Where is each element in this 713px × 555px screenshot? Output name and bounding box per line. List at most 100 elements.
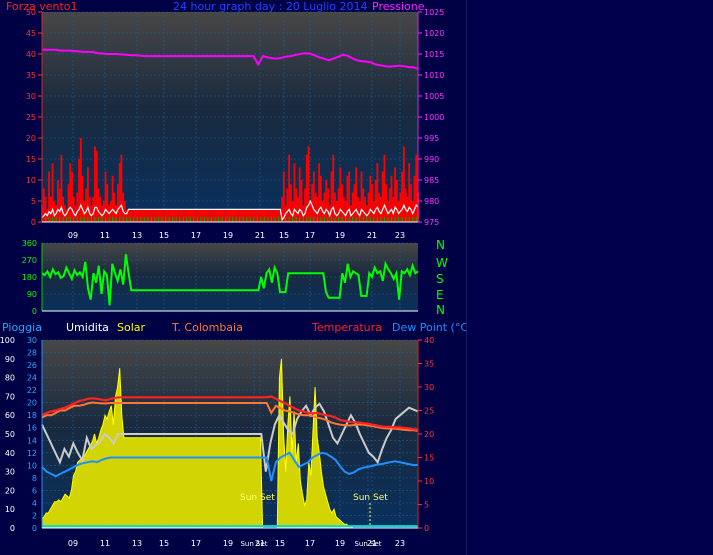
humidity-tick-label: 100	[0, 336, 15, 345]
humidity-tick-label: 60	[5, 411, 15, 420]
top-right-tick-label: 980	[424, 197, 439, 206]
top-x-tick-label: 19	[223, 231, 233, 240]
sunset-annotation-2: Sun Set	[353, 493, 388, 503]
rain-tick-label: 26	[27, 361, 37, 370]
temperature-tick-label: 5	[424, 501, 429, 510]
rain-tick-label: 18	[27, 411, 37, 420]
top-right-tick-label: 985	[424, 176, 439, 185]
bottom-x-tick-label: 11	[100, 539, 110, 548]
wind-average-line	[41, 199, 419, 222]
direction-label-n1: N	[436, 238, 445, 252]
humidity-tick-label: 70	[5, 392, 15, 401]
wind-direction-line	[41, 254, 419, 306]
rain-tick-label: 6	[32, 486, 37, 495]
bottom-x-tick-label: 15	[275, 539, 285, 548]
rain-tick-label: 4	[32, 499, 37, 508]
bottom-right-axis-ticks: 0 5 10 15 20 25 30 35 40	[418, 336, 434, 533]
top-right-axis-ticks: 975 980 985 990 995 1000 1005 1010 1015 1020 1025	[418, 8, 444, 227]
bottom-x-tick-label: Sun Set	[354, 540, 381, 548]
rain-tick-label: 20	[27, 399, 37, 408]
top-left-tick-label: 0	[31, 218, 36, 227]
top-right-tick-label: 1010	[424, 71, 444, 80]
top-x-tick-label: 11	[100, 231, 110, 240]
rain-tick-label: 2	[32, 511, 37, 520]
humidity-tick-label: 50	[5, 430, 15, 439]
top-left-tick-label: 25	[26, 113, 36, 122]
bottom-x-tick-label: Sun Set	[240, 540, 267, 548]
bottom-left-outer-ticks: 0 10 20 30 40 50 60 70 80 90 100	[0, 336, 15, 533]
top-right-tick-label: 995	[424, 134, 439, 143]
top-gridlines	[42, 11, 418, 223]
rain-tick-label: 14	[27, 436, 37, 445]
temperature-tick-label: 10	[424, 477, 434, 486]
top-x-tick-label: 21	[367, 231, 377, 240]
bottom-x-tick-label: 17	[305, 539, 315, 548]
humidity-tick-label: 30	[5, 468, 15, 477]
top-x-tick-label: 19	[335, 231, 345, 240]
direction-tick-label: 360	[22, 239, 37, 248]
legend-app-temp: T. Colombaia	[171, 321, 243, 334]
sunset-annotation-1: Sun Set	[240, 493, 275, 503]
top-left-tick-label: 45	[26, 29, 36, 38]
top-x-tick-label: 23	[395, 231, 405, 240]
top-left-axis-ticks: 0 5 10 15 20 25 30 35 40 45 50	[26, 8, 42, 227]
pressure-line	[42, 48, 419, 70]
direction-label-w: W	[436, 256, 448, 270]
direction-axis-ticks: 0 90 180 270 360	[22, 239, 37, 316]
top-x-axis-ticks: 09 11 13 15 17 19 21 15 17 19 21 23	[68, 231, 405, 240]
side-panel	[466, 0, 713, 555]
direction-label-s: S	[436, 272, 444, 286]
temperature-tick-label: 30	[424, 383, 434, 392]
top-left-tick-label: 40	[26, 50, 36, 59]
top-left-tick-label: 35	[26, 71, 36, 80]
top-left-tick-label: 50	[26, 8, 36, 17]
humidity-tick-label: 40	[5, 449, 15, 458]
rain-tick-label: 22	[27, 386, 37, 395]
bottom-x-tick-label: 21	[255, 539, 265, 548]
top-left-tick-label: 20	[26, 134, 36, 143]
top-x-tick-label: 17	[305, 231, 315, 240]
top-left-tick-label: 15	[26, 155, 36, 164]
temperature-line	[41, 395, 418, 431]
rain-tick-label: 8	[32, 474, 37, 483]
temperature-tick-label: 15	[424, 454, 434, 463]
top-right-tick-label: 1020	[424, 29, 444, 38]
rain-tick-label: 24	[27, 374, 37, 383]
bottom-x-tick-label: 19	[223, 539, 233, 548]
direction-label-n2: N	[436, 303, 445, 317]
solar-area	[42, 358, 418, 528]
legend-temperature: Temperatura	[311, 321, 382, 334]
bottom-x-tick-label: 19	[335, 539, 345, 548]
top-right-label: Pressione	[372, 0, 425, 13]
top-right-tick-label: 1000	[424, 113, 444, 122]
top-left-tick-label: 5	[31, 197, 36, 206]
humidity-tick-label: 80	[5, 374, 15, 383]
dew-point-line	[41, 451, 418, 482]
bottom-x-tick-label: 17	[191, 539, 201, 548]
top-x-tick-label: 21	[255, 231, 265, 240]
top-chart-title: 24 hour graph day : 20 Luglio 2014	[173, 0, 368, 13]
direction-series-group	[41, 254, 419, 306]
legend-humidity: Umidita	[66, 321, 109, 334]
direction-tick-label: 180	[22, 273, 37, 282]
bottom-x-tick-label: 09	[68, 539, 78, 548]
legend-solar: Solar	[117, 321, 146, 334]
humidity-tick-label: 20	[5, 486, 15, 495]
humidity-tick-label: 0	[10, 524, 15, 533]
temperature-tick-label: 20	[424, 430, 434, 439]
rain-tick-label: 28	[27, 349, 37, 358]
temperature-tick-label: 25	[424, 407, 434, 416]
rain-tick-label: 30	[27, 336, 37, 345]
top-right-tick-label: 1005	[424, 92, 444, 101]
top-right-tick-label: 975	[424, 218, 439, 227]
direction-label-e: E	[436, 288, 444, 302]
humidity-tick-label: 90	[5, 355, 15, 364]
rain-tick-label: 12	[27, 449, 37, 458]
top-right-tick-label: 1015	[424, 50, 444, 59]
temperature-tick-label: 40	[424, 336, 434, 345]
top-x-tick-label: 09	[68, 231, 78, 240]
top-series-group	[41, 48, 419, 222]
temperature-tick-label: 35	[424, 360, 434, 369]
